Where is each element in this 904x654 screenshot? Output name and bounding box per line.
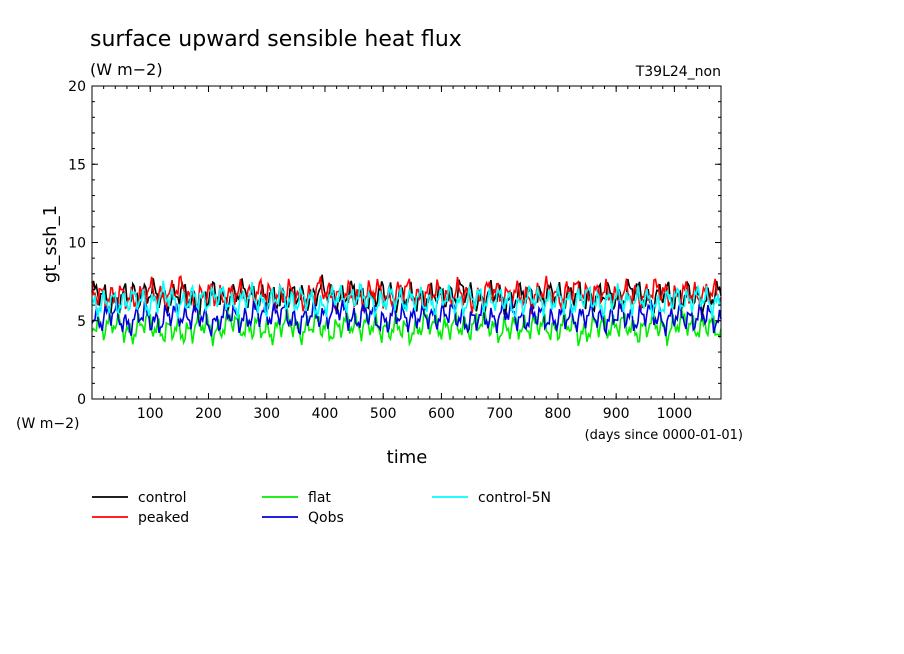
y-tick-label: 0: [77, 392, 86, 408]
y-tick-label: 10: [68, 236, 86, 252]
x-axis-label: time: [387, 447, 428, 468]
series-line-flat: [91, 306, 722, 347]
x-unit-label: (days since 0000-01-01): [585, 428, 743, 443]
x-tick-label: 200: [195, 406, 222, 422]
legend-label: Qobs: [308, 510, 344, 526]
y-tick-label: 15: [68, 157, 86, 173]
y-tick-label: 20: [68, 79, 86, 95]
run-label: T39L24_non: [635, 64, 721, 80]
series-layer: [91, 274, 722, 347]
x-tick-label: 300: [253, 406, 280, 422]
series-line-control-5n: [91, 280, 722, 319]
chart-title: surface upward sensible heat flux: [90, 27, 462, 52]
legend: control peaked flat Qobs control-5N: [92, 490, 551, 526]
legend-label: control-5N: [478, 490, 551, 506]
x-tick-label: 700: [486, 406, 513, 422]
y-unit-label: (W m−2): [16, 416, 80, 432]
x-tick-label: 900: [603, 406, 630, 422]
x-tick-label: 800: [545, 406, 572, 422]
legend-label: flat: [308, 490, 331, 506]
ticks-layer: 100 200 300 400 500 600 700 800 900 1000 0 5 10 15 20: [68, 79, 721, 422]
x-tick-label: 100: [137, 406, 164, 422]
y-tick-label: 5: [77, 314, 86, 330]
legend-label: peaked: [138, 510, 189, 526]
plot-frame: [91, 85, 722, 400]
y-axis-label: gt_ssh_1: [40, 205, 61, 283]
x-tick-label: 1000: [657, 406, 693, 422]
chart-subtitle: (W m−2): [90, 60, 163, 79]
x-tick-label: 500: [370, 406, 397, 422]
legend-label: control: [138, 490, 187, 506]
x-tick-label: 400: [312, 406, 339, 422]
x-tick-label: 600: [428, 406, 455, 422]
